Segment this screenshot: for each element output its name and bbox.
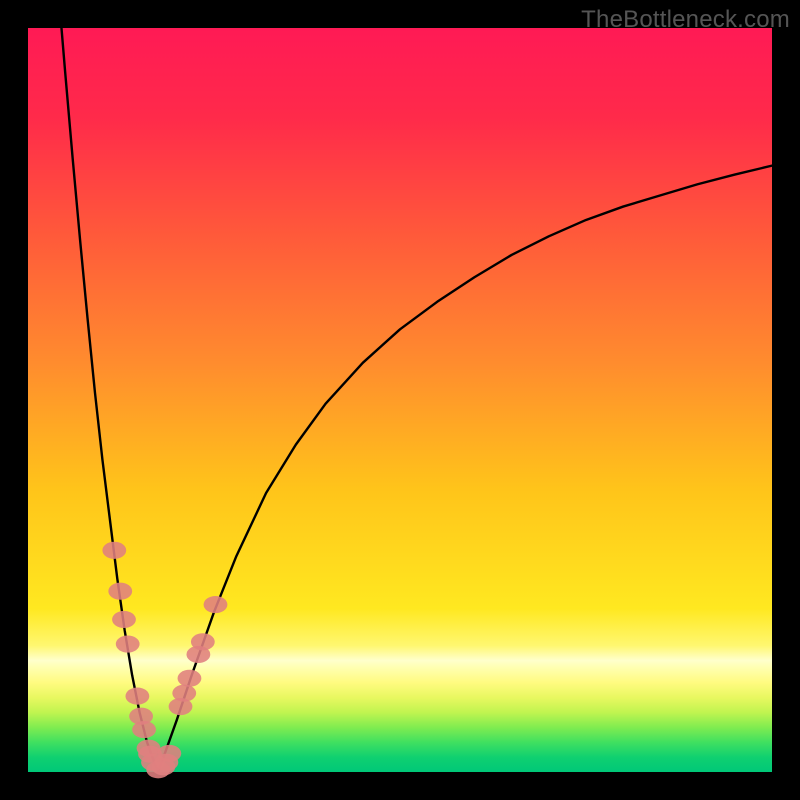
data-marker <box>204 596 228 613</box>
data-marker <box>112 611 136 628</box>
data-marker <box>172 685 196 702</box>
data-marker <box>102 542 126 559</box>
data-marker <box>191 633 215 650</box>
data-marker <box>157 745 181 762</box>
plot-background <box>28 28 772 772</box>
watermark-text: TheBottleneck.com <box>581 6 790 34</box>
data-marker <box>125 688 149 705</box>
bottleneck-chart <box>0 0 800 800</box>
data-marker <box>132 721 156 738</box>
data-marker <box>116 635 140 652</box>
data-marker <box>108 583 132 600</box>
chart-container: TheBottleneck.com <box>0 0 800 800</box>
data-marker <box>178 670 202 687</box>
